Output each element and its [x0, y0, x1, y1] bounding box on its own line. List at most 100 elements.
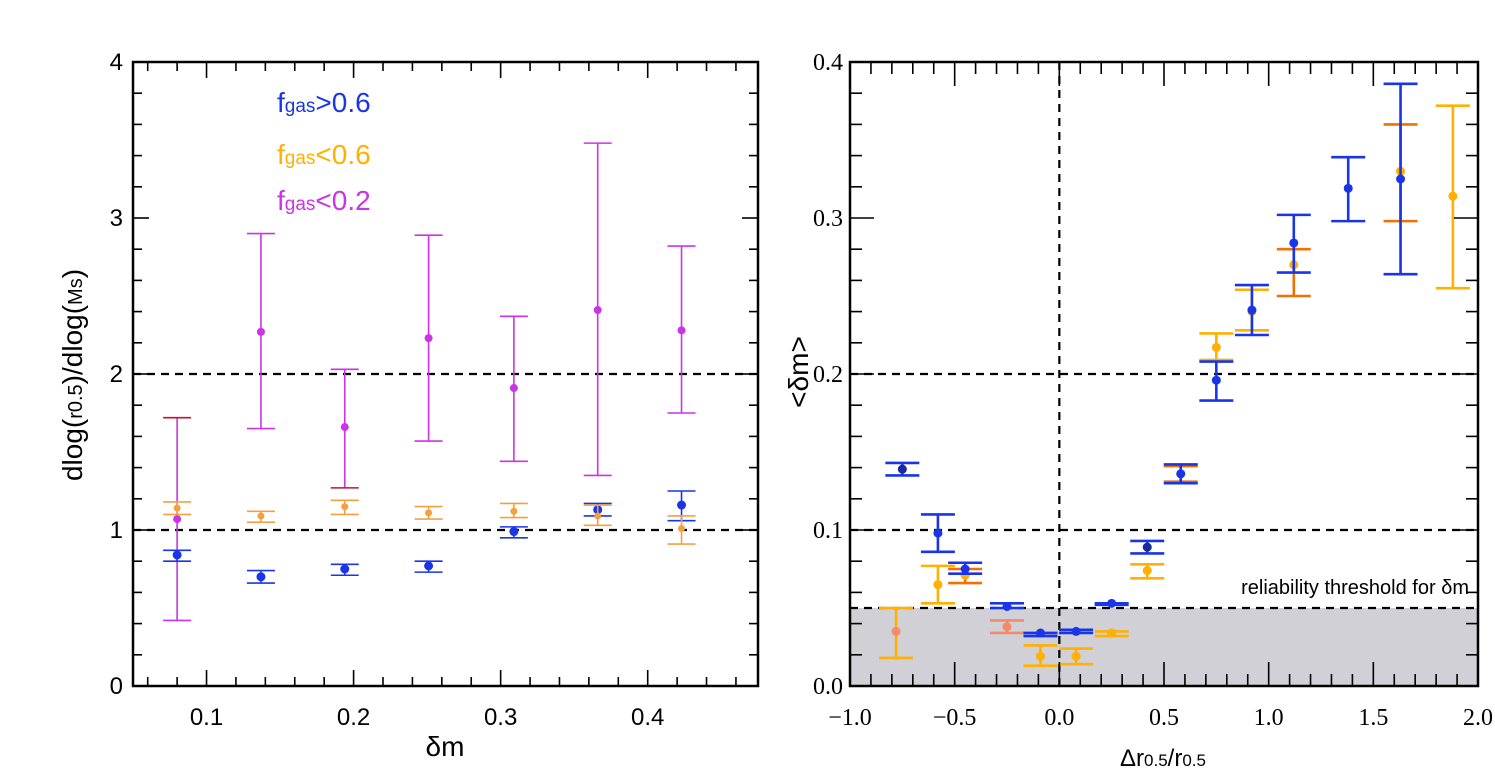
data-point-fgas<0.2 [414, 234, 443, 442]
data-point-fgas>0.6 [1331, 155, 1366, 223]
marker [1035, 651, 1045, 661]
marker [1448, 191, 1458, 201]
data-point-fgas<0.6 [1023, 644, 1058, 668]
marker [1289, 238, 1299, 248]
data-point-fgas<0.2 [330, 368, 359, 489]
data-point-fgas<0.6 [1094, 628, 1129, 638]
marker [594, 512, 602, 520]
marker [424, 334, 433, 343]
marker [677, 326, 686, 335]
x-tick-label: 0.4 [631, 704, 664, 731]
data-point-fgas<0.6 [499, 502, 528, 519]
y-tick-label: 1 [110, 517, 123, 544]
marker [173, 515, 182, 524]
right-y-axis-label: <δm> [783, 336, 814, 408]
marker [340, 423, 349, 432]
y-tick-label: 0.1 [813, 518, 843, 544]
data-point-fgas<0.6 [1199, 332, 1234, 362]
marker [1071, 626, 1081, 636]
marker [509, 527, 519, 537]
marker [256, 327, 265, 336]
x-tick-label: 2.0 [1463, 705, 1493, 731]
marker [1107, 628, 1117, 638]
marker [678, 524, 686, 532]
data-point-fgas>0.6 [920, 513, 955, 554]
data-point-fgas<0.6 [1059, 647, 1094, 666]
x-tick-label: −0.5 [933, 705, 977, 731]
marker [897, 464, 907, 474]
x-tick-label: 0.3 [484, 704, 517, 731]
series-fgas<0.2 [163, 142, 696, 622]
data-point-fgas>0.6 [414, 560, 443, 573]
marker [1002, 622, 1012, 632]
marker [891, 626, 901, 636]
data-point-fgas<0.2 [499, 315, 528, 463]
right-series-group [879, 82, 1470, 668]
data-point-fgas>0.6 [1130, 539, 1165, 555]
data-point-fgas>0.6 [330, 563, 359, 577]
x-tick-label: 0.5 [1149, 705, 1179, 731]
y-tick-label: 2 [110, 361, 123, 388]
data-point-fgas<0.6 [1435, 104, 1470, 290]
right-ticks: −1.0 −0.5 0.0 0.5 1.0 1.5 2.0 0.0 0.1 0.2 0.3 0.4 [813, 50, 1493, 731]
marker [425, 509, 433, 517]
data-point-fgas<0.6 [667, 515, 696, 545]
x-tick-label: 0.1 [190, 704, 223, 731]
y-tick-label: 0.4 [813, 50, 843, 76]
y-tick-label: 0.0 [813, 674, 843, 700]
data-point-fgas<0.6 [246, 510, 275, 524]
data-point-fgas>0.6 [1023, 628, 1058, 638]
y-tick-label: 4 [110, 49, 123, 76]
data-point-fgas>0.6 [948, 561, 983, 575]
x-tick-label: 0.0 [1044, 705, 1074, 731]
marker [933, 528, 943, 538]
left-x-axis-label: δm [426, 731, 465, 762]
x-tick-label: 1.0 [1254, 705, 1284, 731]
marker [1002, 601, 1012, 611]
data-point-fgas<0.6 [330, 499, 359, 516]
y-tick-label: 0.2 [813, 362, 843, 388]
marker [1142, 542, 1152, 552]
marker [1035, 628, 1045, 638]
x-tick-label: 0.2 [337, 704, 370, 731]
marker [1176, 469, 1186, 479]
legend-fgas-lt-0.6: fgas<0.6 [277, 139, 371, 170]
data-point-fgas<0.6 [1130, 563, 1165, 580]
marker [509, 384, 518, 393]
left-y-axis-label: dlog(r0.5)/dlog(Ms) [57, 269, 88, 481]
data-point-fgas>0.6 [1163, 463, 1198, 485]
marker [960, 564, 970, 574]
data-point-fgas>0.6 [1094, 598, 1129, 608]
marker [1071, 651, 1081, 661]
data-point-fgas>0.6 [1276, 213, 1311, 274]
left-ticks: 0.1 0.2 0.3 0.4 0 1 2 3 4 [110, 49, 758, 731]
left-reference-lines [133, 372, 758, 532]
data-point-fgas>0.6 [1059, 626, 1094, 636]
data-point-fgas>0.6 [1199, 360, 1234, 402]
data-point-fgas>0.6 [163, 549, 192, 563]
right-reference-lines [850, 62, 1478, 686]
series-fgas>0.6 [885, 82, 1418, 638]
marker [1343, 183, 1353, 193]
data-point-fgas<0.6 [990, 619, 1024, 635]
data-point-fgas<0.6 [414, 505, 443, 520]
marker [933, 580, 943, 590]
marker [172, 550, 182, 560]
marker [340, 564, 350, 574]
marker [341, 503, 349, 511]
data-point-fgas<0.2 [667, 245, 696, 414]
data-point-fgas<0.6 [583, 504, 612, 527]
y-tick-label: 0.3 [813, 206, 843, 232]
data-point-fgas>0.6 [990, 601, 1024, 611]
marker [173, 504, 181, 512]
marker [1211, 342, 1221, 352]
data-point-fgas<0.6 [879, 606, 914, 660]
marker [1107, 598, 1117, 608]
marker [256, 572, 266, 582]
x-tick-label: −1.0 [828, 705, 872, 731]
marker [1142, 566, 1152, 576]
marker [1396, 174, 1406, 184]
data-point-fgas<0.2 [246, 232, 275, 430]
y-tick-label: 0 [110, 673, 123, 700]
